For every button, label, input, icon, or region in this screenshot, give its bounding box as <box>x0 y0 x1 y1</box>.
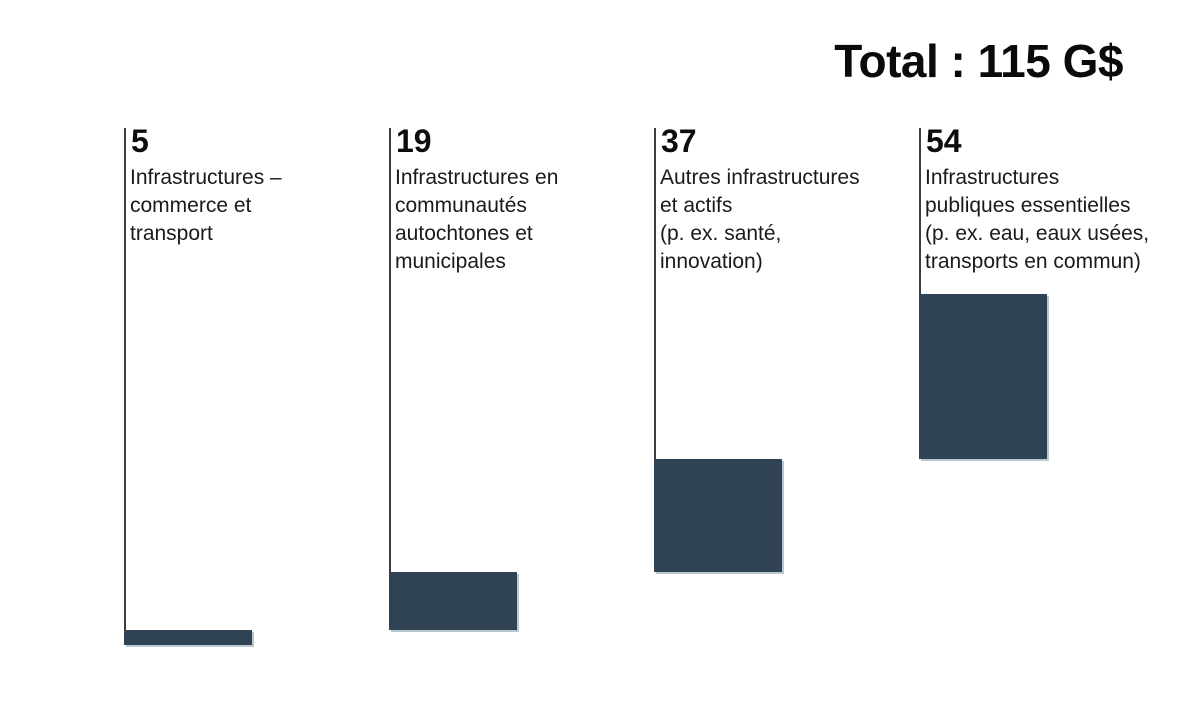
column-guide-line <box>919 128 921 459</box>
column-bar <box>654 458 782 572</box>
column-value: 5 <box>131 123 149 159</box>
chart-total-title: Total : 115 G$ <box>834 35 1123 87</box>
column-guide-line <box>124 128 126 645</box>
column-value: 54 <box>926 123 962 159</box>
column-label: Autres infrastructures et actifs (p. ex.… <box>660 166 860 273</box>
column-bar <box>919 294 1047 459</box>
waterfall-column-communautes-autochtones: 19 Infrastructures en communautés autoch… <box>389 0 654 704</box>
column-bar <box>389 571 517 630</box>
column-bar <box>124 629 252 645</box>
column-value: 19 <box>396 123 432 159</box>
column-value: 37 <box>661 123 697 159</box>
column-guide-line <box>389 128 391 630</box>
column-label: Infrastructures – commerce et transport <box>130 166 282 245</box>
column-guide-line <box>654 128 656 572</box>
column-label: Infrastructures en communautés autochton… <box>395 166 559 273</box>
waterfall-column-commerce-transport: 5 Infrastructures – commerce et transpor… <box>124 0 389 704</box>
column-label: Infrastructures publiques essentielles (… <box>925 166 1150 273</box>
waterfall-column-autres-infrastructures: 37 Autres infrastructures et actifs (p. … <box>654 0 919 704</box>
waterfall-column-infrastructures-publiques: 54 Infrastructures publiques essentielle… <box>919 0 1184 704</box>
